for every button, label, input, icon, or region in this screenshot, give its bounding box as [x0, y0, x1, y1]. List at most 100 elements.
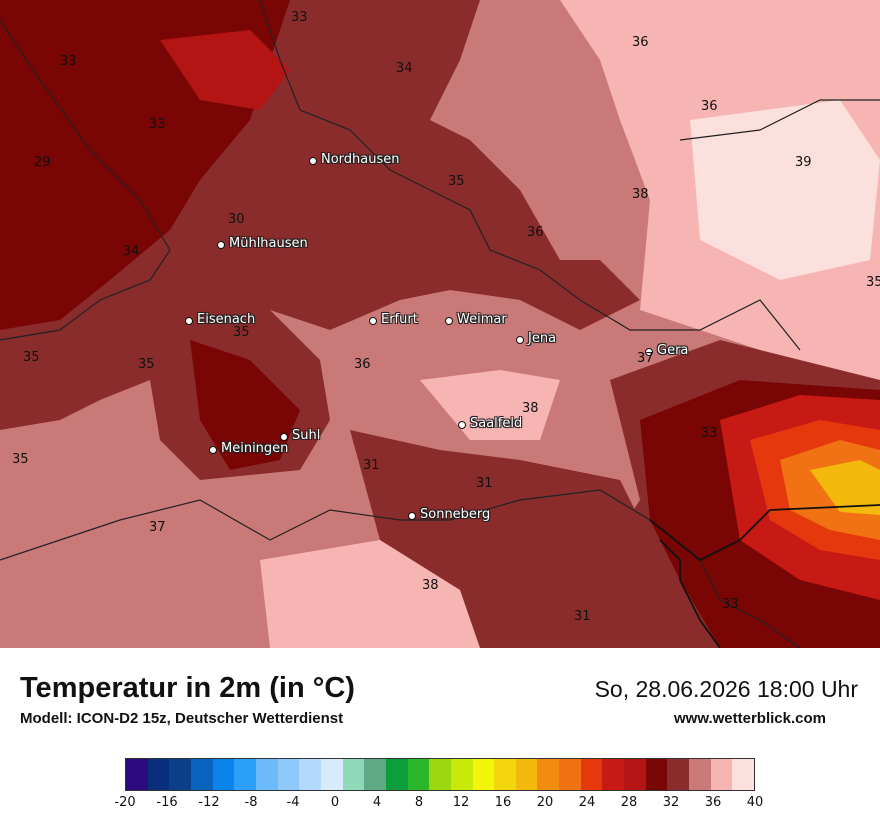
legend-tick-label: -4 — [286, 795, 300, 810]
legend-swatch — [732, 759, 755, 790]
legend-swatch — [515, 759, 538, 790]
legend-swatch — [580, 759, 603, 790]
city-label: Weimar — [457, 312, 507, 327]
isotherm-label: 31 — [574, 609, 591, 624]
color-legend-bar — [125, 758, 755, 791]
isotherm-label: 36 — [527, 225, 544, 240]
website-link[interactable]: www.wetterblick.com — [674, 710, 826, 727]
map-footer: Temperatur in 2m (in °C) Modell: ICON-D2… — [0, 648, 880, 830]
legend-swatch — [364, 759, 386, 790]
legend-tick-label: 20 — [536, 795, 554, 810]
isotherm-label: 34 — [123, 244, 140, 259]
city-marker — [369, 317, 377, 325]
city-label: Mühlhausen — [229, 236, 308, 251]
legend-tick-label: -12 — [198, 795, 220, 810]
isotherm-label: 35 — [12, 452, 29, 467]
isotherm-label: 38 — [632, 187, 649, 202]
legend-swatch — [385, 759, 408, 790]
legend-swatch — [689, 759, 711, 790]
city-marker — [458, 421, 466, 429]
legend-swatch — [169, 759, 191, 790]
legend-tick-label: 16 — [494, 795, 512, 810]
isotherm-label: 33 — [149, 117, 166, 132]
isotherm-label: 35 — [448, 174, 465, 189]
isotherm-label: 33 — [722, 597, 739, 612]
isotherm-label: 35 — [866, 275, 880, 290]
isotherm-label: 39 — [795, 155, 812, 170]
isotherm-label: 38 — [522, 401, 539, 416]
legend-tick-label: -8 — [244, 795, 258, 810]
city-label: Eisenach — [197, 312, 256, 327]
city-label: Sonneberg — [420, 507, 491, 522]
legend-swatch — [342, 759, 365, 790]
legend-tick-label: 24 — [578, 795, 596, 810]
city-marker — [209, 446, 217, 454]
city-marker — [309, 157, 317, 165]
legend-swatch — [494, 759, 516, 790]
legend-swatch — [320, 759, 343, 790]
city-marker — [408, 512, 416, 520]
legend-swatch — [624, 759, 646, 790]
legend-tick-label: 12 — [452, 795, 470, 810]
legend-swatch — [190, 759, 213, 790]
legend-swatch — [537, 759, 560, 790]
legend-tick-label: 40 — [746, 795, 764, 810]
city-label: Saalfeld — [470, 416, 523, 431]
city-marker — [280, 433, 288, 441]
isotherm-label: 34 — [396, 61, 413, 76]
legend-swatch — [407, 759, 430, 790]
city-marker — [217, 241, 225, 249]
legend-swatch — [559, 759, 581, 790]
legend-tick-label: -20 — [114, 795, 136, 810]
isotherm-label: 31 — [476, 476, 493, 491]
legend-swatch — [299, 759, 321, 790]
isotherm-label: 36 — [632, 35, 649, 50]
legend-swatch — [126, 759, 148, 790]
legend-swatch — [667, 759, 690, 790]
city-marker — [645, 348, 653, 356]
legend-swatch — [450, 759, 473, 790]
legend-swatch — [234, 759, 256, 790]
isotherm-label: 33 — [291, 10, 308, 25]
legend-tick-label: 32 — [662, 795, 680, 810]
legend-tick-label: 36 — [704, 795, 722, 810]
legend-swatch — [212, 759, 235, 790]
isotherm-label: 37 — [637, 351, 654, 366]
legend-swatch — [472, 759, 495, 790]
isotherm-label: 33 — [60, 54, 77, 69]
temperature-field — [0, 0, 880, 648]
color-legend-ticks: -20 -16 -12 -8 -4 0 4 8 12 16 20 24 28 32 36 40 — [114, 795, 763, 815]
map-title: Temperatur in 2m (in °C) — [20, 672, 355, 704]
legend-tick-label: 0 — [330, 795, 340, 810]
city-label: Jena — [528, 331, 557, 346]
isotherm-label: 38 — [422, 578, 439, 593]
temperature-map[interactable]: Nordhausen Mühlhausen Eisenach Erfurt Weimar… — [0, 0, 880, 648]
isotherm-label: 37 — [149, 520, 166, 535]
model-source: Modell: ICON-D2 15z, Deutscher Wetterdie… — [20, 710, 344, 727]
legend-tick-label: -16 — [156, 795, 178, 810]
legend-swatch — [602, 759, 625, 790]
legend-tick-label: 8 — [414, 795, 424, 810]
isotherm-label: 35 — [138, 357, 155, 372]
isotherm-label: 33 — [701, 426, 718, 441]
legend-swatch — [710, 759, 733, 790]
isotherm-label: 31 — [363, 458, 380, 473]
isotherm-label: 35 — [233, 325, 250, 340]
isotherm-label: 30 — [228, 212, 245, 227]
city-label: Erfurt — [381, 312, 418, 327]
legend-swatch — [255, 759, 278, 790]
city-label: Meiningen — [221, 441, 289, 456]
city-label: Gera — [657, 343, 689, 358]
forecast-datetime: So, 28.06.2026 18:00 Uhr — [594, 676, 858, 702]
city-label: Suhl — [292, 428, 321, 443]
legend-swatch — [277, 759, 300, 790]
city-marker — [185, 317, 193, 325]
isotherm-label: 36 — [701, 99, 718, 114]
legend-tick-label: 28 — [620, 795, 638, 810]
city-marker — [445, 317, 453, 325]
legend-tick-label: 4 — [372, 795, 382, 810]
legend-swatch — [147, 759, 170, 790]
legend-swatch — [429, 759, 451, 790]
isotherm-label: 29 — [34, 155, 51, 170]
isotherm-label: 35 — [23, 350, 40, 365]
